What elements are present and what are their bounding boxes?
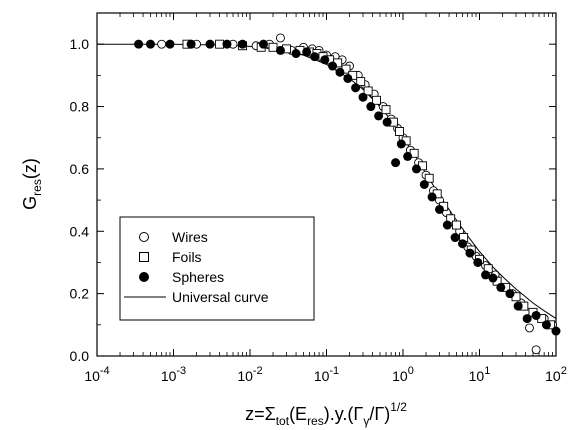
point-spheres: [419, 180, 429, 189]
y-tick-label: 0.6: [70, 161, 90, 177]
legend-label-spheres: Spheres: [172, 269, 224, 285]
axis-ticks: [96, 12, 557, 357]
point-spheres: [145, 39, 155, 49]
legend-label-universal-curve: Universal curve: [172, 289, 269, 305]
point-spheres: [488, 273, 498, 283]
legend-label-wires: Wires: [172, 229, 208, 245]
x-tick-label: 100: [392, 365, 414, 384]
point-spheres: [328, 61, 338, 71]
point-spheres: [496, 282, 506, 292]
point-spheres: [374, 111, 384, 121]
point-wires: [157, 39, 167, 49]
data-points: [134, 33, 561, 355]
legend-marker-foils: [139, 252, 149, 262]
y-tick-label: 1.0: [70, 36, 90, 52]
point-foils: [268, 42, 278, 52]
point-spheres: [222, 39, 232, 49]
point-spheres: [465, 248, 475, 258]
point-spheres: [382, 117, 392, 127]
point-spheres: [258, 39, 268, 49]
point-spheres: [302, 47, 312, 57]
point-wires: [531, 345, 541, 355]
point-spheres: [522, 314, 532, 324]
point-foils: [372, 95, 381, 105]
point-spheres: [351, 83, 361, 93]
y-tick-label: 0.2: [70, 286, 90, 302]
point-spheres: [505, 289, 515, 299]
x-tick-label: 10-2: [237, 365, 262, 384]
x-tick-label: 101: [469, 365, 491, 384]
y-axis-label: Gres(z): [20, 158, 44, 210]
point-spheres: [343, 73, 353, 83]
point-wires: [275, 33, 285, 43]
point-foils: [395, 127, 404, 136]
point-spheres: [291, 49, 301, 59]
x-tick-label: 10-3: [161, 365, 186, 384]
legend: Wires Foils Spheres Universal curve: [119, 216, 315, 321]
point-spheres: [134, 39, 144, 49]
y-tick-label: 0.8: [70, 99, 90, 115]
point-spheres: [358, 92, 368, 102]
point-spheres: [513, 301, 523, 311]
point-spheres: [396, 139, 406, 149]
x-tick-label: 102: [545, 365, 567, 384]
point-spheres: [403, 151, 413, 161]
point-spheres: [551, 326, 561, 336]
point-spheres: [442, 220, 452, 230]
point-spheres: [366, 102, 376, 112]
legend-marker-spheres: [139, 272, 149, 282]
point-spheres: [458, 239, 468, 249]
point-wires: [525, 323, 534, 333]
point-spheres: [391, 158, 401, 168]
point-spheres: [450, 233, 460, 243]
point-spheres: [310, 52, 320, 62]
point-spheres: [434, 204, 444, 214]
legend-marker-wires: [139, 232, 149, 242]
point-spheres: [541, 320, 551, 330]
point-foils: [452, 220, 461, 230]
y-tick-label: 0.0: [70, 348, 90, 364]
x-tick-label: 10-1: [314, 365, 339, 384]
point-foils: [381, 105, 391, 115]
point-spheres: [473, 257, 483, 267]
point-spheres: [531, 310, 541, 320]
point-spheres: [165, 39, 175, 49]
y-tick-labels: 0.0 0.2 0.4 0.6 0.8 1.0: [70, 36, 90, 364]
point-foils: [424, 173, 434, 183]
point-spheres: [275, 45, 285, 55]
point-spheres: [411, 164, 421, 174]
legend-label-foils: Foils: [172, 249, 202, 265]
x-tick-labels: 10-4 10-3 10-2 10-1 100 101 102: [84, 365, 567, 384]
point-foils: [363, 86, 373, 96]
x-tick-label: 10-4: [84, 365, 109, 384]
point-spheres: [205, 39, 215, 49]
legend-box: [119, 216, 315, 321]
point-spheres: [427, 192, 437, 202]
point-spheres: [481, 270, 491, 280]
point-spheres: [186, 39, 196, 49]
x-axis-label: z=Σtot(Eres).y.(Γγ/Γ)1/2: [245, 400, 407, 428]
point-foils: [215, 39, 225, 49]
point-spheres: [335, 67, 345, 77]
point-foils: [356, 77, 366, 87]
y-tick-label: 0.4: [70, 223, 90, 239]
point-spheres: [238, 39, 248, 49]
point-spheres: [320, 55, 330, 65]
